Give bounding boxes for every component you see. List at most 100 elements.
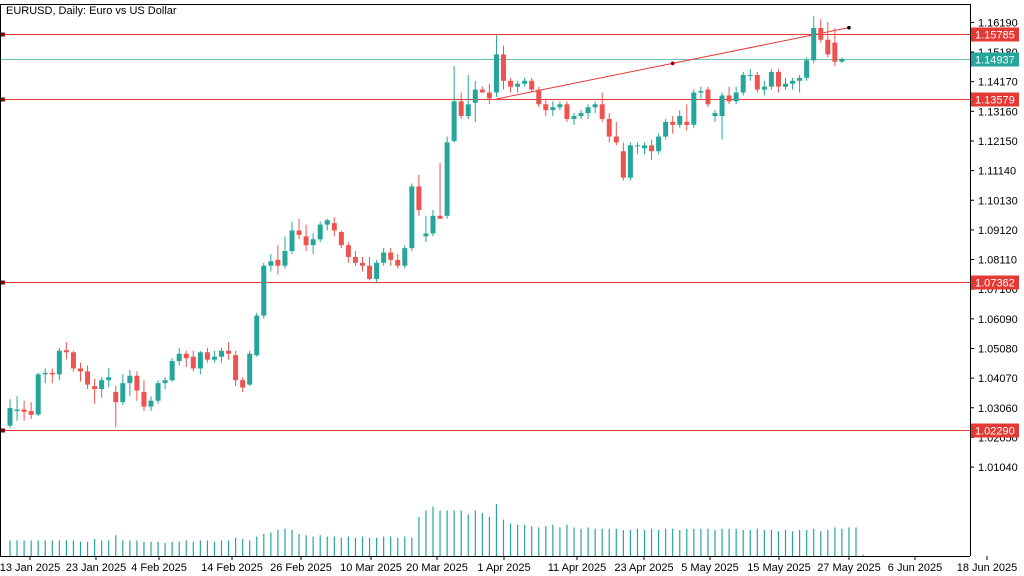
candle-body — [698, 91, 704, 93]
time-axis: 13 Jan 2025 23 Jan 2025 4 Feb 2025 14 Feb 2… — [0, 556, 1017, 574]
candle-body — [275, 259, 281, 266]
time-tick-label: 6 Jun 2025 — [888, 562, 942, 574]
candle-body — [486, 92, 492, 99]
price-tick-label: 1.04070 — [978, 373, 1018, 385]
time-tick-label: 11 Apr 2025 — [548, 562, 607, 574]
price-tick-label: 1.16190 — [978, 17, 1018, 29]
price-tick-label: 1.11140 — [978, 166, 1016, 178]
candle-body — [740, 74, 746, 93]
candle-body — [21, 409, 27, 412]
candle-body — [254, 315, 260, 356]
trendline-midpoint[interactable] — [670, 61, 675, 66]
candle-body — [804, 60, 810, 78]
time-tick-label: 18 Jun 2025 — [957, 562, 1018, 574]
candle-body — [85, 371, 91, 385]
price-tick-label: 1.03060 — [978, 403, 1018, 415]
candle-body — [14, 409, 20, 412]
candle-body — [423, 233, 429, 237]
candle-body — [458, 101, 464, 117]
candle-body — [183, 353, 189, 359]
candle-body — [529, 80, 535, 90]
candle-body — [501, 54, 506, 81]
price-tick-label: 1.01040 — [978, 462, 1018, 474]
candle-body — [515, 83, 521, 87]
candle-body — [472, 89, 478, 103]
price-tick-label: 1.05080 — [978, 343, 1018, 355]
candle-body — [733, 92, 739, 102]
candle-body — [282, 251, 288, 266]
trendline-endpoint[interactable] — [847, 25, 851, 30]
candle-body — [508, 80, 514, 87]
candle-body — [141, 391, 147, 407]
candle-body — [465, 104, 471, 117]
time-tick-label: 15 May 2025 — [747, 562, 811, 574]
time-tick-label: 23 Apr 2025 — [614, 562, 673, 574]
level-anchor-point[interactable] — [1, 32, 5, 37]
candle-body — [155, 383, 161, 401]
price-tick-label: 1.08110 — [978, 255, 1017, 267]
level-badge-label: 1.02290 — [975, 426, 1015, 438]
candle-body — [261, 265, 267, 316]
trendline-group[interactable] — [496, 25, 851, 100]
candle-body — [719, 95, 725, 117]
candle-body — [522, 80, 528, 84]
candle-body — [712, 113, 718, 117]
candle-body — [726, 95, 732, 102]
time-tick-label: 5 May 2025 — [681, 562, 738, 574]
level-badge — [971, 275, 1019, 290]
time-tick-label: 14 Feb 2025 — [201, 562, 263, 574]
candle-body — [783, 83, 788, 87]
candle-body — [670, 121, 676, 125]
horizontal-levels[interactable] — [0, 32, 970, 433]
candle-body — [296, 230, 302, 235]
candle-body — [444, 142, 450, 216]
candle-body — [606, 118, 612, 137]
candle-body — [367, 265, 373, 279]
candles — [7, 16, 845, 428]
candle-body — [56, 350, 62, 375]
candle-body — [63, 350, 69, 353]
level-anchor-point[interactable] — [1, 280, 5, 285]
candle-body — [35, 374, 41, 415]
current-price-badge — [971, 52, 1019, 67]
candle-body — [627, 145, 633, 178]
candle-body — [169, 361, 175, 381]
candle-body — [599, 104, 605, 119]
candle-body — [416, 186, 422, 210]
time-tick-label: 27 May 2025 — [817, 562, 881, 574]
candle-body — [613, 136, 619, 143]
candle-body — [705, 89, 711, 105]
candle-body — [634, 145, 640, 147]
candle-body — [592, 104, 598, 108]
candle-body — [310, 239, 316, 246]
candle-body — [747, 74, 753, 76]
candle-body — [768, 71, 774, 87]
candle-body — [395, 259, 401, 266]
candle-body — [797, 77, 803, 81]
candle-body — [430, 215, 436, 234]
candle-body — [543, 104, 549, 111]
candle-body — [7, 408, 13, 426]
level-badge — [971, 423, 1019, 438]
candle-body — [113, 391, 119, 403]
candle-body — [317, 224, 323, 240]
candle-body — [536, 89, 542, 105]
price-tick-label: 1.10130 — [978, 195, 1018, 207]
candle-body — [92, 386, 98, 389]
candle-body — [42, 372, 48, 375]
level-anchor-point[interactable] — [1, 97, 5, 102]
time-tick-label: 23 Jan 2025 — [66, 562, 127, 574]
level-badge — [971, 92, 1019, 107]
candle-body — [684, 121, 690, 125]
candle-body — [176, 353, 182, 362]
current-price-label: 1.14937 — [975, 55, 1015, 67]
level-anchor-point[interactable] — [1, 428, 5, 433]
candle-body — [345, 245, 351, 257]
time-tick-label: 26 Feb 2025 — [270, 562, 332, 574]
level-badge-label: 1.15785 — [975, 30, 1015, 42]
price-tick-label: 1.13160 — [978, 106, 1018, 118]
candle-body — [204, 352, 210, 360]
candle-body — [402, 248, 408, 266]
candle-body — [211, 356, 217, 360]
